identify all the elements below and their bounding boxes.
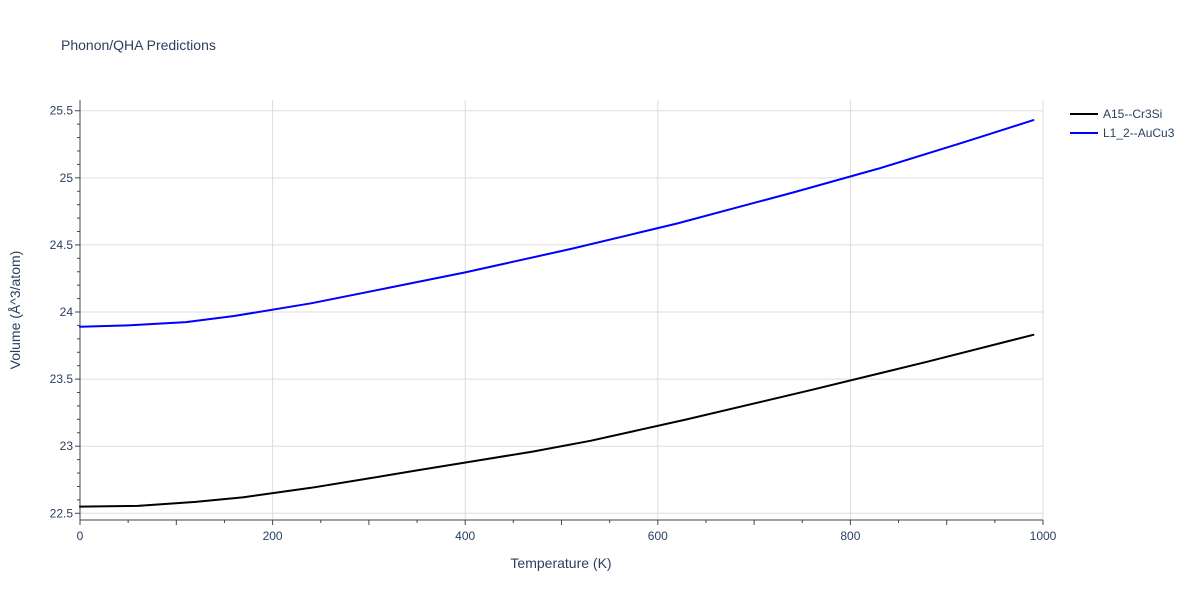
y-tick-label: 23 xyxy=(60,439,74,453)
y-tick-label: 22.5 xyxy=(50,506,74,520)
y-tick-label: 25 xyxy=(60,171,74,185)
y-tick-label: 23.5 xyxy=(50,372,74,386)
x-tick-label: 0 xyxy=(77,529,84,543)
y-tick-label: 24.5 xyxy=(50,238,74,252)
y-tick-label: 24 xyxy=(60,305,74,319)
legend-item[interactable]: A15--Cr3Si xyxy=(1070,107,1162,121)
x-tick-label: 1000 xyxy=(1030,529,1057,543)
grid xyxy=(80,100,1044,520)
x-tick-label: 400 xyxy=(455,529,475,543)
axes: 0 200 400 600 800 1000 22.5 23 23.5 24 24.5 25 25.5 xyxy=(50,100,1057,543)
series-line-2 xyxy=(79,119,1035,328)
y-tick-label: 25.5 xyxy=(50,104,74,118)
x-tick-label: 800 xyxy=(840,529,860,543)
chart-title: Phonon/QHA Predictions xyxy=(61,37,216,53)
y-axis-title: Volume (Å^3/atom) xyxy=(7,251,23,370)
legend-item[interactable]: L1_2--AuCu3 xyxy=(1070,126,1175,140)
x-tick-label: 600 xyxy=(648,529,668,543)
legend[interactable]: A15--Cr3Si L1_2--AuCu3 xyxy=(1070,107,1175,140)
legend-label: L1_2--AuCu3 xyxy=(1103,126,1175,140)
x-tick-label: 200 xyxy=(263,529,283,543)
legend-label: A15--Cr3Si xyxy=(1103,107,1162,121)
series-line-1 xyxy=(79,333,1035,508)
plot-area xyxy=(79,119,1035,508)
x-axis-title: Temperature (K) xyxy=(510,555,611,571)
